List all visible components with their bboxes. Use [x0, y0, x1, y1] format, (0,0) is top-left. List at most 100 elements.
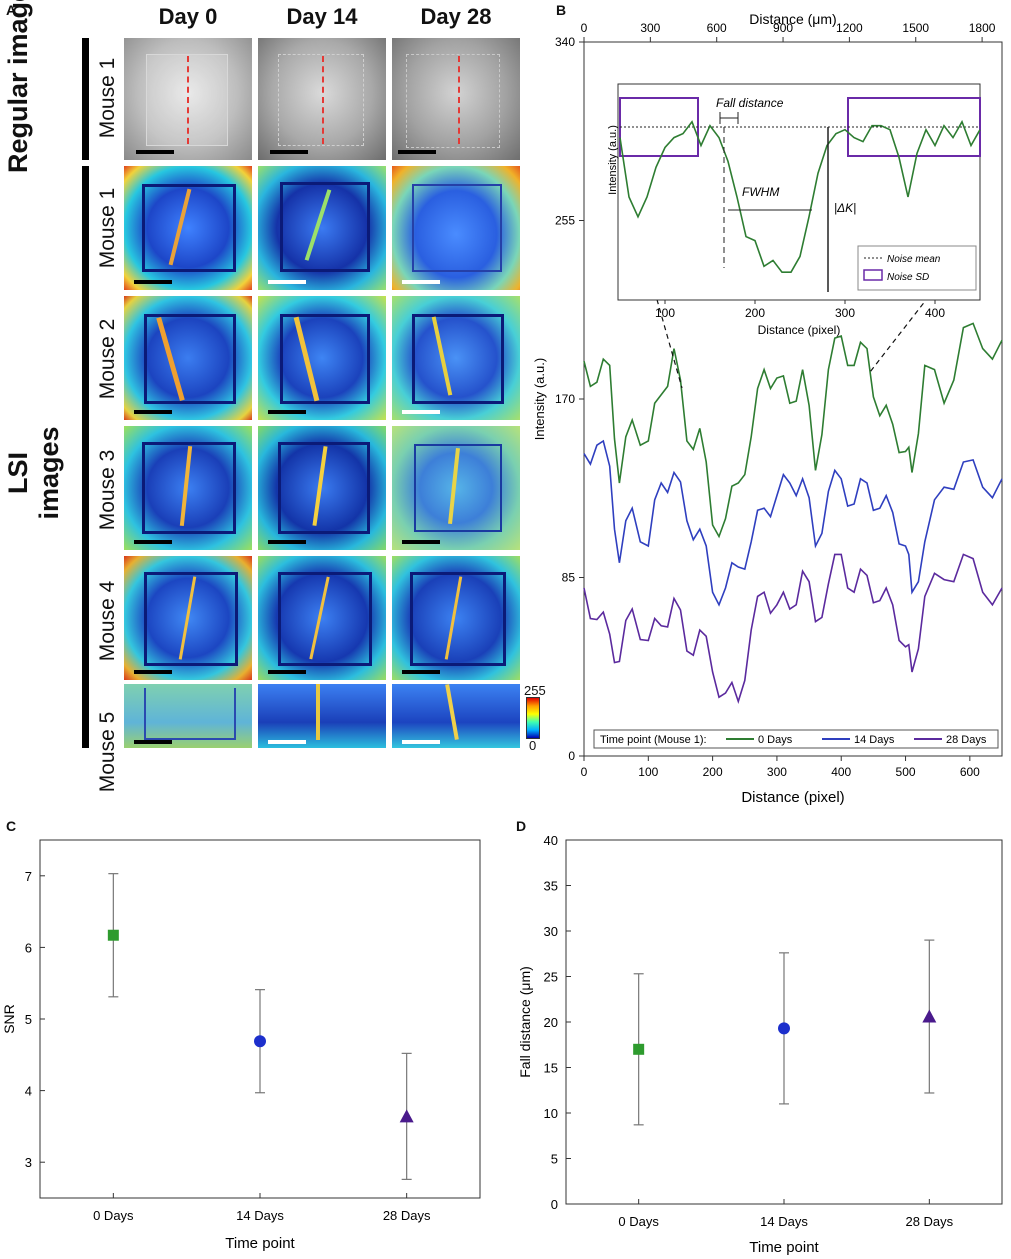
- d-x-tick-label: 28 Days: [905, 1214, 953, 1229]
- lsi-image-mouse2-day14: [258, 296, 386, 420]
- inset-noise-sd-box-left: [619, 97, 699, 157]
- d-y-tick-label: 0: [551, 1197, 558, 1212]
- b-x-tick-label: 500: [896, 765, 916, 779]
- row-label-lsi-mouse3: Mouse 3: [96, 449, 119, 531]
- inset-deltak-label: |ΔK|: [834, 201, 856, 215]
- b-x-tick-label: 600: [960, 765, 980, 779]
- c-x-tick-label: 14 Days: [236, 1208, 284, 1223]
- b-x-tick-label: 300: [767, 765, 787, 779]
- inset-x-tick-label: 300: [835, 306, 855, 320]
- d-y-tick-label: 20: [544, 1015, 558, 1030]
- b-top-tick-label: 0: [581, 21, 588, 35]
- c-point-1: [254, 1035, 266, 1048]
- inset-chart: 100 200 300 400 Intensity (a.u.) Distance (…: [607, 83, 981, 337]
- column-header-day28: Day 28: [420, 4, 492, 29]
- lsi-image-mouse2-day0: [124, 296, 252, 420]
- c-y-tick-label: 5: [25, 1012, 32, 1027]
- d-point-0: [633, 1043, 645, 1055]
- regular-image-day28: [392, 38, 520, 160]
- top-axis-label: Distance (μm): [749, 11, 836, 27]
- lsi-image-mouse4-day0: [124, 556, 252, 680]
- b-y-tick-label: 85: [562, 571, 576, 585]
- regular-image-day14: [258, 38, 386, 160]
- lsi-image-mouse4-day14: [258, 556, 386, 680]
- c-x-tick-label: 28 Days: [383, 1208, 431, 1223]
- panel-c-y-label: SNR: [1, 1004, 17, 1034]
- lsi-image-mouse2-day28: [392, 296, 520, 420]
- row-label-regular-mouse1: Mouse 1: [96, 57, 119, 139]
- c-x-tick-label: 0 Days: [93, 1208, 134, 1223]
- lsi-image-mouse1-day28: [392, 166, 520, 290]
- b-series-line-2: [583, 553, 1003, 704]
- row-label-lsi-mouse4: Mouse 4: [96, 580, 119, 662]
- inset-x-tick-label: 200: [745, 306, 765, 320]
- d-point-2: [922, 1009, 937, 1023]
- d-point-1: [778, 1022, 790, 1035]
- d-y-tick-label: 30: [544, 924, 558, 939]
- group-label-lsi: LSI images: [3, 426, 64, 520]
- column-header-day14: Day 14: [286, 4, 358, 29]
- d-y-tick-label: 15: [544, 1061, 558, 1076]
- b-top-tick-label: 1800: [969, 21, 996, 35]
- b-y-tick-label: 0: [568, 749, 575, 763]
- row-label-lsi-mouse1: Mouse 1: [96, 187, 119, 269]
- c-point-0: [107, 929, 119, 941]
- d-y-tick-label: 35: [544, 879, 558, 894]
- inset-fall-distance-label: Fall distance: [716, 96, 784, 110]
- colorbar: [526, 697, 540, 739]
- b-y-tick-label: 340: [555, 35, 575, 49]
- panel-a-letter: A: [6, 2, 17, 18]
- panel-b-y-label: Intensity (a.u.): [532, 358, 547, 440]
- panel-d-y-label: Fall distance (μm): [517, 966, 533, 1078]
- b-top-tick-label: 1500: [902, 21, 929, 35]
- c-y-tick-label: 3: [25, 1155, 32, 1170]
- lsi-image-mouse3-day0: [124, 426, 252, 550]
- colorbar-min-label: 0: [529, 738, 537, 753]
- c-y-tick-label: 7: [25, 869, 32, 884]
- inset-x-tick-label: 100: [655, 306, 675, 320]
- group-bar-regular: [82, 38, 89, 160]
- panel-b-letter: B: [556, 2, 567, 18]
- b-x-tick-label: 200: [703, 765, 723, 779]
- c-point-2: [399, 1109, 414, 1123]
- lsi-image-mouse3-day28: [392, 426, 520, 550]
- panel-b-chart: Distance (μm) 0 300 600 900 1200 1500 1800 0 85…: [532, 11, 1003, 806]
- b-x-tick-label: 400: [831, 765, 851, 779]
- inset-series-line: [619, 119, 981, 274]
- c-y-tick-label: 6: [25, 940, 32, 955]
- panel-c-x-label: Time point: [225, 1235, 295, 1252]
- inset-y-label: Intensity (a.u.): [607, 125, 619, 195]
- inset-legend-noise-sd: Noise SD: [887, 272, 929, 283]
- panel-d-x-label: Time point: [749, 1239, 819, 1256]
- panel-c-letter: C: [6, 818, 17, 834]
- lsi-image-mouse4-day28: [392, 556, 520, 680]
- b-top-tick-label: 600: [707, 21, 727, 35]
- d-y-tick-label: 5: [551, 1152, 558, 1167]
- group-label-regular: Regular images: [3, 0, 33, 173]
- d-x-tick-label: 0 Days: [618, 1214, 659, 1229]
- lsi-image-mouse1-day14: [258, 166, 386, 290]
- colorbar-max-label: 255: [524, 683, 546, 698]
- inset-x-tick-label: 400: [925, 306, 945, 320]
- b-top-tick-label: 1200: [836, 21, 863, 35]
- b-x-tick-label: 100: [638, 765, 658, 779]
- panel-c-chart: 3 4 5 6 7 0 Days 14 Days 28 Days SNR Time poin…: [1, 839, 481, 1252]
- b-x-tick-label: 0: [581, 765, 588, 779]
- lsi-image-mouse3-day14: [258, 426, 386, 550]
- regular-image-day0: [124, 38, 252, 160]
- panel-d-letter: D: [516, 818, 527, 834]
- d-y-tick-label: 25: [544, 970, 558, 985]
- panel-b-legend-28days: 28 Days: [946, 734, 987, 746]
- lsi-image-mouse5-day14: [258, 684, 386, 748]
- inset-legend-noise-mean: Noise mean: [887, 254, 941, 265]
- lsi-image-mouse5-day28: [392, 684, 520, 748]
- b-top-tick-label: 900: [773, 21, 793, 35]
- d-y-tick-label: 10: [544, 1106, 558, 1121]
- d-x-tick-label: 14 Days: [760, 1214, 808, 1229]
- panel-b-x-label: Distance (pixel): [741, 789, 844, 806]
- b-y-tick-label: 170: [555, 392, 575, 406]
- panel-d-chart: 0 5 10 15 20 25 30 35 40 0 Days 14 Days 28 Days Fa…: [517, 833, 1003, 1256]
- lsi-image-mouse1-day0: [124, 166, 252, 290]
- inset-fwhm-label: FWHM: [742, 185, 779, 199]
- column-header-day0: Day 0: [158, 4, 218, 29]
